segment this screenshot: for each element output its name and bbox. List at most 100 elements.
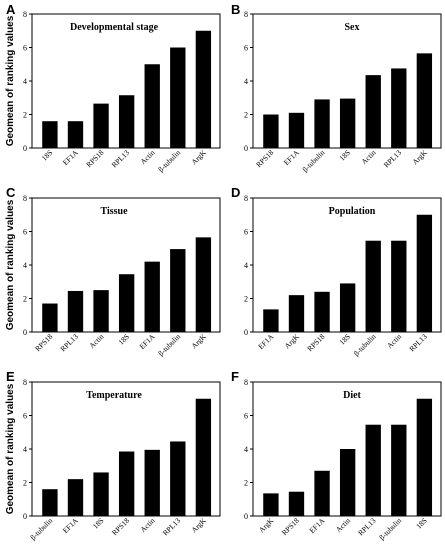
x-tick-label: RPL13 xyxy=(110,148,132,170)
panel-d: D 0 2 4 6 8 Population EF1A ArgK RPS18 18S β-tubuli… xyxy=(231,185,442,358)
x-tick-label: Actin xyxy=(359,148,377,166)
y-tick-label: 4 xyxy=(244,77,248,86)
x-tick-label: ArgK xyxy=(189,148,208,167)
bar xyxy=(144,449,160,516)
bar xyxy=(67,121,84,148)
y-tick-label: 0 xyxy=(23,512,27,521)
panel-title: Population xyxy=(329,206,376,217)
bar xyxy=(93,472,109,516)
x-tick-label: ArgK xyxy=(189,332,208,351)
bar xyxy=(118,95,135,148)
panel-title: Temperature xyxy=(86,390,142,401)
x-tick-label: ArgK xyxy=(410,148,429,167)
bar xyxy=(263,493,279,516)
y-tick-label: 0 xyxy=(23,144,27,153)
bar xyxy=(118,274,135,332)
y-tick-label: 8 xyxy=(244,378,248,387)
bar xyxy=(195,237,212,332)
y-tick-label: 6 xyxy=(244,44,248,53)
y-tick-label: 8 xyxy=(23,378,27,387)
x-tick-label: 18S xyxy=(91,516,106,531)
y-tick-label: 2 xyxy=(244,111,248,120)
bar xyxy=(42,303,58,332)
y-tick-label: 8 xyxy=(244,194,248,203)
bar xyxy=(365,424,381,516)
panel-a: A 0 2 4 6 8 Developmental stage 18S EF1A RPS18 RPL… xyxy=(5,2,221,174)
y-tick-label: 2 xyxy=(244,295,248,304)
y-tick-label: 2 xyxy=(244,479,248,488)
x-tick-label: 18S xyxy=(337,148,352,163)
panel-letter: A xyxy=(6,2,16,17)
bar xyxy=(263,309,279,332)
panel-b: B 0 2 4 6 8 Sex RPS18 EF1A β-tubulin 18S Actin RPL13… xyxy=(231,2,442,174)
bar xyxy=(314,470,330,516)
panel-letter: E xyxy=(6,369,15,384)
bar xyxy=(67,479,84,516)
bar xyxy=(314,99,330,148)
y-tick-label: 0 xyxy=(244,328,248,337)
x-tick-label: Actin xyxy=(138,516,156,534)
x-tick-label: RPL13 xyxy=(161,516,183,538)
x-tick-label: EF1A xyxy=(256,332,275,351)
bar xyxy=(93,290,109,332)
bar xyxy=(288,491,305,516)
x-tick-label: EF1A xyxy=(138,332,157,351)
x-tick-label: β-tubulin xyxy=(156,148,182,174)
y-tick-label: 6 xyxy=(244,412,248,421)
x-tick-label: β-tubulin xyxy=(28,516,54,542)
bar xyxy=(339,449,356,516)
y-axis-label: Geomean of ranking values xyxy=(5,15,16,146)
x-tick-label: ArgK xyxy=(283,332,302,351)
bar xyxy=(391,424,407,516)
bar xyxy=(416,214,433,332)
bar xyxy=(416,53,433,148)
x-tick-label: EF1A xyxy=(307,516,326,535)
x-tick-label: EF1A xyxy=(282,148,301,167)
bar xyxy=(170,249,186,332)
y-tick-label: 6 xyxy=(23,412,27,421)
y-tick-label: 4 xyxy=(244,445,248,454)
panel-letter: F xyxy=(231,369,239,384)
bar xyxy=(118,451,135,516)
panel-title: Tissue xyxy=(100,206,128,217)
x-tick-label: 18S xyxy=(40,148,55,163)
y-axis-label: Geomean of ranking values xyxy=(5,383,16,514)
x-tick-label: Actin xyxy=(334,516,352,534)
panel-title: Developmental stage xyxy=(70,22,159,33)
panel-e: E 0 2 4 6 8 Temperature β-tubulin EF1A 18S RPS18 Ac… xyxy=(5,369,221,542)
bar xyxy=(365,75,381,148)
x-tick-label: RPL13 xyxy=(407,332,429,354)
bar xyxy=(93,103,109,148)
y-tick-label: 6 xyxy=(244,228,248,237)
x-tick-label: RPS18 xyxy=(84,148,105,169)
y-tick-label: 4 xyxy=(23,261,27,270)
bar xyxy=(170,47,186,148)
bar xyxy=(365,240,381,332)
panel-title: Diet xyxy=(343,390,361,401)
y-axis-label: Geomean of ranking values xyxy=(5,199,16,330)
panel-title: Sex xyxy=(345,22,360,33)
x-tick-label: β-tubulin xyxy=(377,516,403,542)
bar xyxy=(339,283,356,332)
y-tick-label: 6 xyxy=(23,228,27,237)
x-tick-label: RPS18 xyxy=(33,332,54,353)
x-tick-label: β-tubulin xyxy=(352,332,378,358)
x-tick-label: RPS18 xyxy=(305,332,326,353)
bar xyxy=(391,240,407,332)
y-tick-label: 8 xyxy=(23,10,27,19)
x-tick-label: RPS18 xyxy=(280,516,301,537)
x-tick-label: RPS18 xyxy=(110,516,131,537)
y-tick-label: 0 xyxy=(23,328,27,337)
x-tick-label: RPS18 xyxy=(254,148,275,169)
bar xyxy=(170,441,186,516)
y-tick-label: 8 xyxy=(244,10,248,19)
bar xyxy=(195,30,212,148)
bar xyxy=(288,112,305,148)
y-tick-label: 0 xyxy=(244,512,248,521)
y-tick-label: 0 xyxy=(244,144,248,153)
bar xyxy=(195,398,212,516)
bar xyxy=(263,114,279,148)
x-tick-label: ArgK xyxy=(257,516,276,535)
y-tick-label: 2 xyxy=(23,479,27,488)
y-tick-label: 4 xyxy=(23,77,27,86)
